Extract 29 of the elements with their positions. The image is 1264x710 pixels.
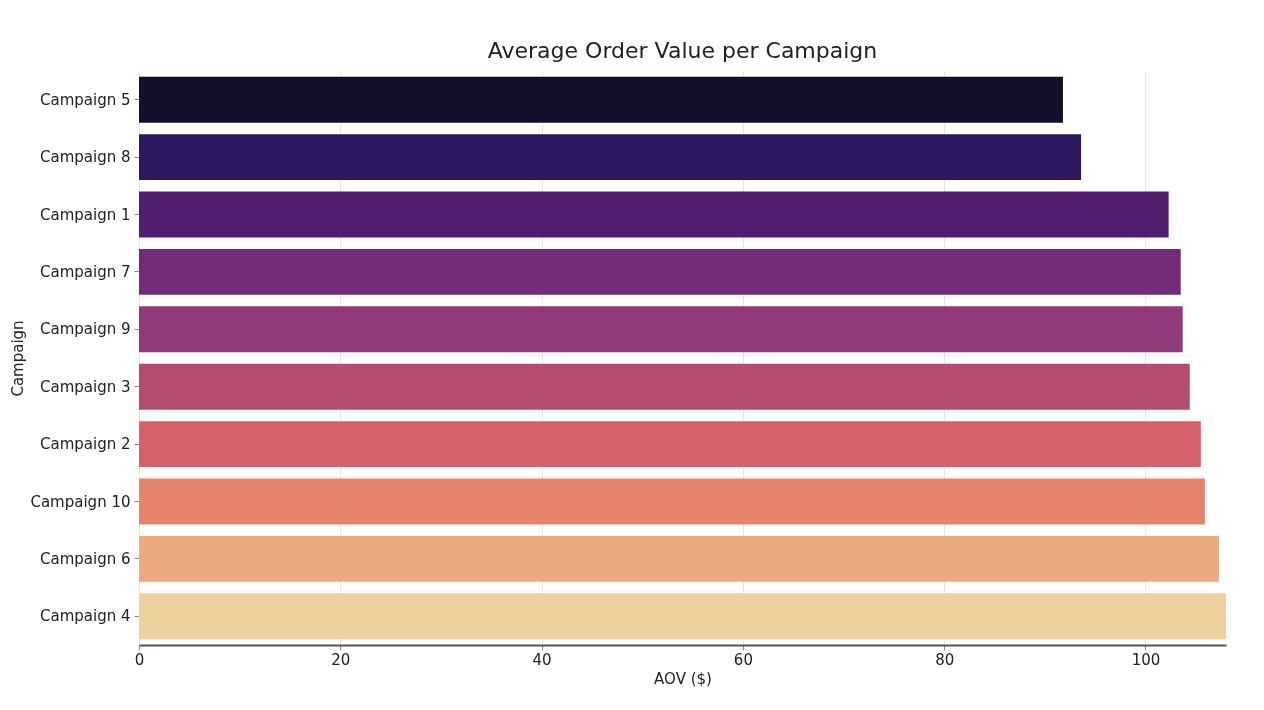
x-tick-label: 0 [134, 650, 145, 669]
y-tick-label: Campaign 5 [40, 90, 131, 109]
y-tick-label: Campaign 8 [40, 148, 131, 167]
x-tick-label: 20 [331, 650, 351, 669]
bar [139, 363, 1190, 410]
x-tick-label: 40 [532, 650, 552, 669]
y-tick-label: Campaign 3 [40, 377, 131, 396]
y-axis-title: Campaign [9, 320, 28, 397]
bar [139, 191, 1169, 238]
chart-title: Average Order Value per Campaign [487, 38, 878, 63]
y-tick-label: Campaign 7 [40, 262, 131, 281]
y-tick-label: Campaign 1 [40, 205, 131, 224]
x-axis-title: AOV ($) [654, 669, 712, 688]
x-tick-label: 60 [733, 650, 753, 669]
bar [139, 248, 1181, 295]
y-tick-label: Campaign 10 [30, 492, 131, 511]
y-tick-label: Campaign 9 [40, 320, 131, 339]
x-tick-label: 80 [935, 650, 955, 669]
y-tick-label: Campaign 6 [40, 549, 131, 568]
bar [139, 478, 1205, 525]
bar [139, 593, 1226, 640]
x-tick-label: 100 [1131, 650, 1161, 669]
bar [139, 134, 1082, 181]
y-tick-label: Campaign 4 [40, 607, 131, 626]
bar [139, 421, 1201, 468]
bar [139, 535, 1219, 582]
bar [139, 306, 1183, 353]
y-tick-label: Campaign 2 [40, 435, 131, 454]
bar [139, 76, 1063, 123]
